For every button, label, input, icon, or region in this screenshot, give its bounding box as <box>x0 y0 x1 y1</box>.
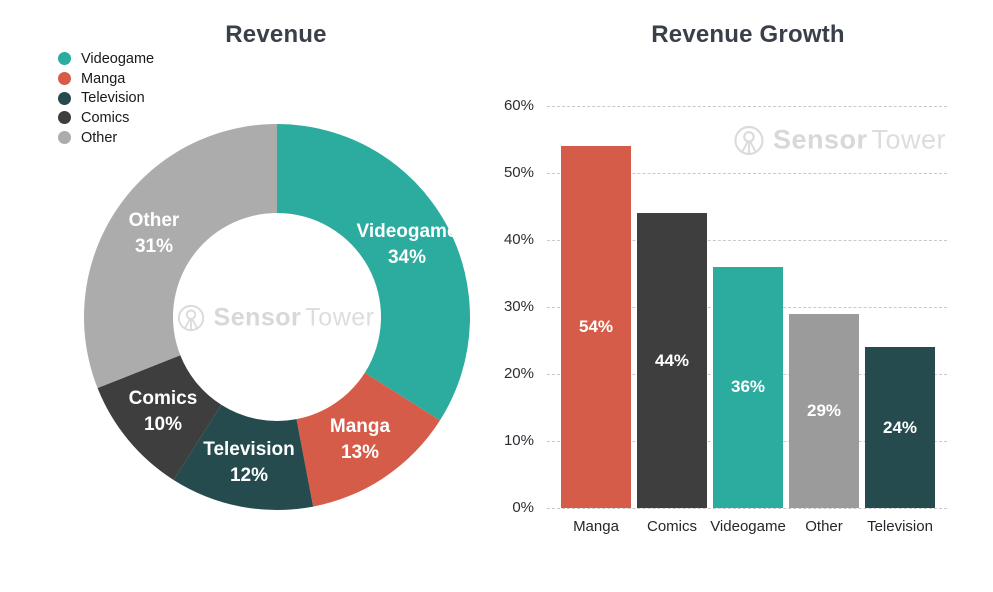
sensortower-watermark: Sensor Tower <box>177 303 375 333</box>
x-category-label: Manga <box>573 518 619 535</box>
watermark-brand-bold: Sensor <box>213 303 302 332</box>
donut-slice-manga <box>296 372 440 507</box>
bar-value-label: 54% <box>578 317 614 336</box>
legend-swatch <box>58 91 71 105</box>
gridline-50% <box>547 173 947 174</box>
x-category-label: Videogame <box>710 518 786 535</box>
bar-comics <box>637 213 707 508</box>
legend-item-television: Television <box>58 88 154 108</box>
donut-plot <box>84 124 470 510</box>
legend-item-manga: Manga <box>58 69 154 89</box>
gridline-60% <box>547 106 947 107</box>
sensortower-logo-icon <box>734 125 764 155</box>
donut-slice-comics <box>97 355 222 480</box>
watermark-brand-bold: Sensor <box>772 124 868 155</box>
watermark-brand-light: Tower <box>305 303 375 332</box>
legend-swatch <box>58 72 71 86</box>
y-tick-label: 30% <box>503 298 534 315</box>
bar-value-label: 29% <box>806 401 842 420</box>
y-tick-label: 40% <box>503 231 534 248</box>
bar-value-label: 44% <box>654 351 690 370</box>
sensortower-logo-icon <box>177 304 205 332</box>
legend-label: Television <box>81 90 145 107</box>
y-tick-label: 0% <box>512 499 534 516</box>
legend-item-comics: Comics <box>58 108 154 128</box>
legend-item-other: Other <box>58 128 154 148</box>
y-tick-label: 20% <box>503 365 534 382</box>
watermark-brand-light: Tower <box>871 124 947 155</box>
donut-slice-television <box>173 404 314 510</box>
gridline-0% <box>547 508 947 509</box>
y-tick-label: 60% <box>503 97 534 114</box>
legend-swatch <box>58 52 71 66</box>
bar-value-label: 24% <box>882 418 918 437</box>
donut-slice-other <box>84 124 277 389</box>
donut-slice-videogame <box>277 124 470 421</box>
legend-swatch <box>58 131 71 145</box>
donut-chart-title: Revenue <box>225 21 327 48</box>
x-category-label: Comics <box>646 518 698 535</box>
bar-other <box>789 313 859 508</box>
bar-television <box>865 347 935 508</box>
legend-item-videogame: Videogame <box>58 49 154 69</box>
legend-label: Comics <box>81 109 130 126</box>
legend-label: Other <box>81 129 118 146</box>
x-category-label: Television <box>867 518 933 535</box>
bar-chart-title: Revenue Growth <box>651 21 845 48</box>
legend-label: Manga <box>81 70 126 87</box>
y-tick-label: 10% <box>503 432 534 449</box>
gridline-40% <box>547 240 947 241</box>
bar-videogame <box>713 266 783 508</box>
y-tick-label: 50% <box>503 164 534 181</box>
x-category-label: Other <box>805 518 843 535</box>
legend-label: Videogame <box>81 50 155 67</box>
donut-legend: Videogame Manga Television Comics Other <box>58 49 154 147</box>
bar-value-label: 36% <box>730 377 766 396</box>
sensortower-watermark: Sensor Tower <box>734 125 946 156</box>
bar-manga <box>561 146 631 508</box>
legend-swatch <box>58 111 71 125</box>
